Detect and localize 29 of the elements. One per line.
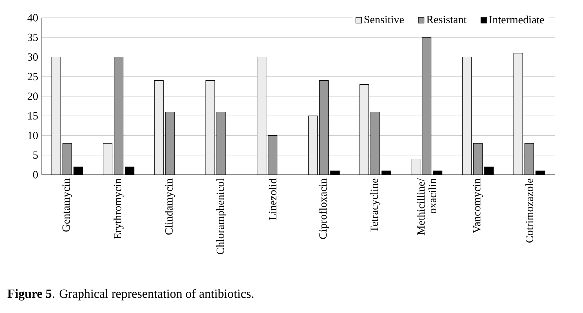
y-tick-label: 15 — [28, 112, 38, 120]
y-tick-label: 25 — [28, 73, 38, 81]
x-tick-label: Chloramphenicol — [216, 178, 226, 254]
x-tick-label: Clindamycin — [165, 178, 176, 235]
x-tick-label: Linezolid — [268, 178, 277, 220]
x-tick-label: Gentamycin — [62, 178, 72, 232]
x-tick-label: Tetracycline — [370, 178, 380, 233]
y-tick-label: 20 — [28, 92, 38, 100]
x-tick-label: Ciprofloxacin — [319, 178, 330, 240]
bar — [154, 80, 164, 175]
legend-label: Sensitive — [364, 16, 404, 24]
bar — [103, 144, 112, 175]
x-tick-label: Vancomycin — [473, 178, 483, 234]
y-tick-label: 30 — [28, 54, 38, 61]
bar — [411, 159, 420, 175]
text: Figure 5. Graphical representation of antibiotics. — [8, 289, 254, 301]
bar — [308, 116, 318, 175]
y-tick-label: 35 — [28, 34, 38, 42]
y-tick-label: 0 — [33, 171, 38, 179]
x-tick-label: Methicilline/ oxacilin — [417, 178, 436, 236]
bar — [462, 57, 472, 175]
bar — [257, 57, 266, 175]
y-tick-label: 40 — [28, 14, 38, 22]
legend-label: Intermediate — [489, 16, 544, 24]
x-tick-label: Cotrimozazole — [526, 178, 534, 243]
y-tick-label: 5 — [34, 152, 38, 160]
x-tick-label: Erythromycin — [114, 178, 124, 240]
y-tick-label: 10 — [28, 132, 38, 140]
legend-label: Resistant — [426, 16, 467, 24]
